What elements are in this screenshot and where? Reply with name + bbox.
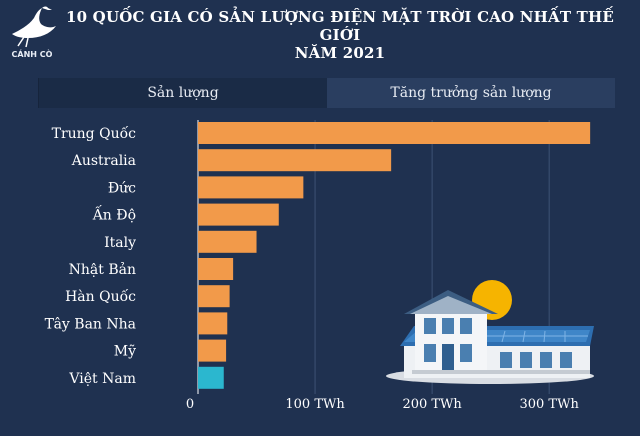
logo: CÁNH CÒ [6, 4, 58, 62]
chart-title-line-2: NĂM 2021 [294, 44, 386, 62]
logo-text: CÁNH CÒ [11, 50, 53, 59]
tab-production-growth[interactable]: Tăng trưởng sản lượng [327, 78, 615, 108]
bar[interactable] [198, 339, 227, 362]
x-tick-label: 100 TWh [285, 397, 345, 412]
tab-bar: Sản lượng Tăng trưởng sản lượng [38, 78, 615, 108]
house-illustration [386, 280, 594, 384]
bar[interactable] [198, 366, 224, 389]
bar[interactable] [198, 258, 234, 280]
crane-logo-icon [12, 6, 56, 48]
bar[interactable] [198, 149, 392, 172]
category-label: Tây Ban Nha [45, 316, 136, 332]
category-label: Đức [108, 180, 136, 196]
x-tick-label: 200 TWh [402, 397, 462, 412]
category-label: Việt Nam [68, 371, 136, 387]
category-label: Australia [71, 153, 136, 169]
bar[interactable] [198, 176, 304, 199]
tab-production[interactable]: Sản lượng [38, 78, 327, 108]
category-label: Trung Quốc [52, 125, 137, 142]
bar[interactable] [198, 122, 591, 144]
category-label: Nhật Bản [69, 261, 136, 278]
x-tick-label: 300 TWh [519, 397, 579, 412]
bar[interactable] [198, 285, 230, 308]
bar[interactable] [198, 312, 228, 335]
bar[interactable] [198, 203, 279, 226]
category-label: Italy [104, 235, 136, 251]
category-label: Ấn Độ [92, 204, 136, 224]
bar[interactable] [198, 230, 257, 253]
category-label: Mỹ [114, 344, 136, 360]
chart-title-line-1: 10 QUỐC GIA CÓ SẢN LƯỢNG ĐIỆN MẶT TRỜI C… [65, 8, 615, 44]
x-tick-label: 0 [186, 397, 194, 412]
category-label: Hàn Quốc [65, 288, 136, 305]
